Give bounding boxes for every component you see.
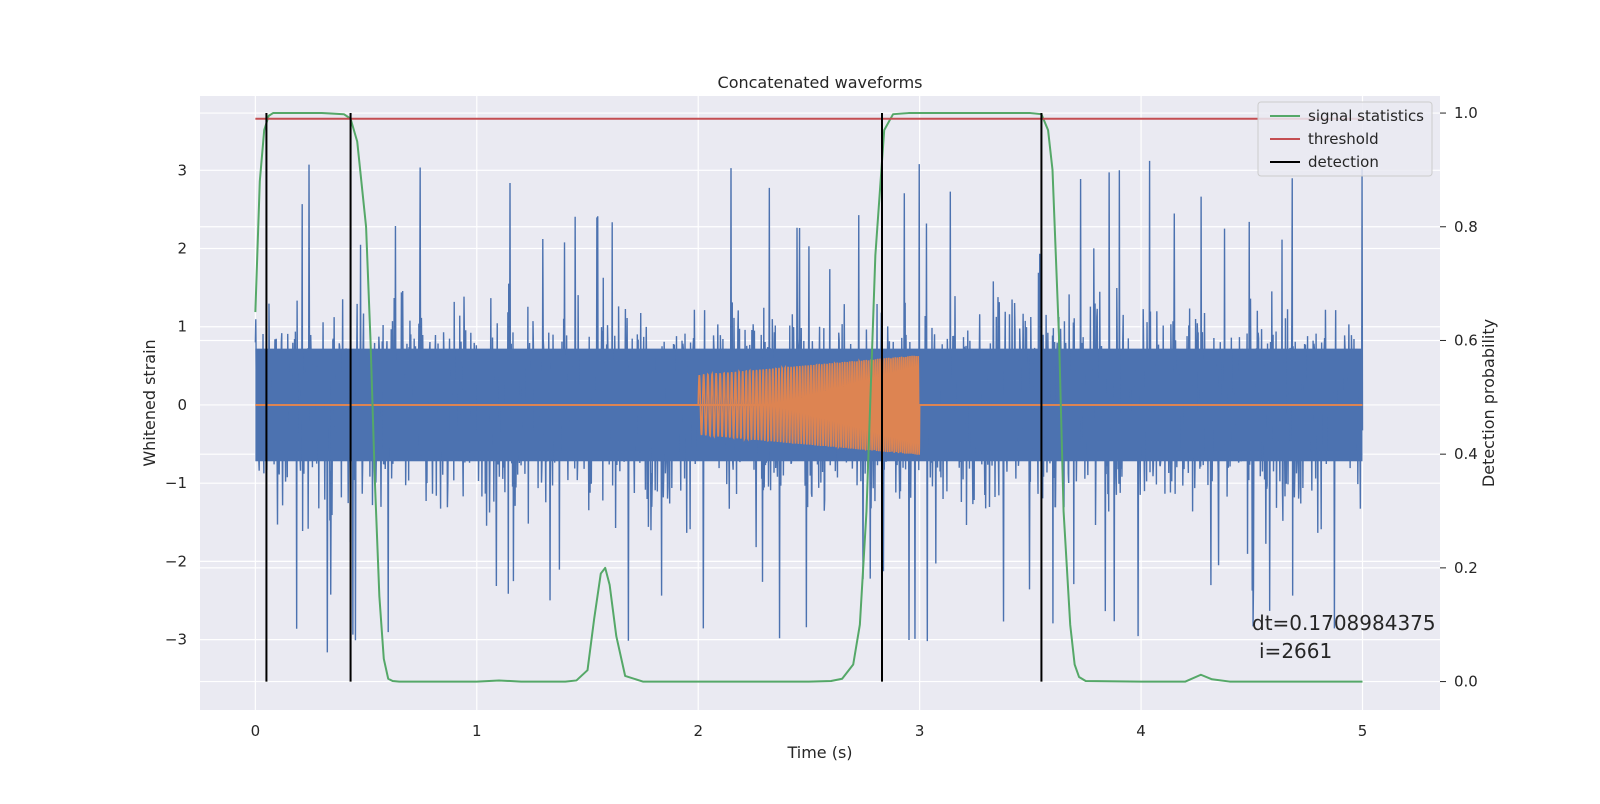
series-layer xyxy=(254,112,1363,683)
strain-series-line xyxy=(254,160,1364,653)
x-tick-label: 4 xyxy=(1136,722,1146,740)
y-tick-label: 1 xyxy=(177,318,187,336)
legend: signal statistics threshold detection xyxy=(1257,101,1433,177)
y2-tick-label: 0.6 xyxy=(1454,331,1478,349)
y2-tick-label: 0.8 xyxy=(1454,218,1478,236)
legend-label-signal-statistics: signal statistics xyxy=(1308,107,1424,125)
y-axis-label: Whitened strain xyxy=(140,339,159,466)
x-tick-label: 5 xyxy=(1358,722,1368,740)
y2-tick-label: 0.0 xyxy=(1454,673,1478,691)
x-axis-label: Time (s) xyxy=(786,743,852,762)
signal-statistics-line xyxy=(254,112,1363,683)
annotation-dt: dt=0.1708984375 xyxy=(1252,611,1436,635)
x-tick-label: 3 xyxy=(915,722,925,740)
legend-box xyxy=(1257,101,1433,177)
legend-label-threshold: threshold xyxy=(1308,130,1379,148)
x-tick-label: 1 xyxy=(472,722,482,740)
x-tick-label: 2 xyxy=(693,722,703,740)
y2-tick-label: 1.0 xyxy=(1454,104,1478,122)
y2-tick-label: 0.2 xyxy=(1454,559,1478,577)
y-tick-label: 0 xyxy=(177,396,187,414)
chart-title: Concatenated waveforms xyxy=(718,73,923,92)
y-tick-label: −3 xyxy=(165,631,187,649)
y2-axis-label: Detection probability xyxy=(1479,319,1498,487)
y-tick-label: −1 xyxy=(165,474,187,492)
ticks-layer: 0 1 2 3 4 5 −3 −2 −1 0 1 2 3 0.0 0.2 0.4 0.6 0.8 1.0 xyxy=(165,104,1478,740)
legend-label-detection: detection xyxy=(1308,153,1379,171)
y-tick-label: −2 xyxy=(165,552,187,570)
y-tick-label: 2 xyxy=(177,240,187,258)
x-tick-label: 0 xyxy=(251,722,261,740)
y2-tick-label: 0.4 xyxy=(1454,445,1478,463)
y-tick-label: 3 xyxy=(177,161,187,179)
annotation-index: i=2661 xyxy=(1259,639,1332,663)
